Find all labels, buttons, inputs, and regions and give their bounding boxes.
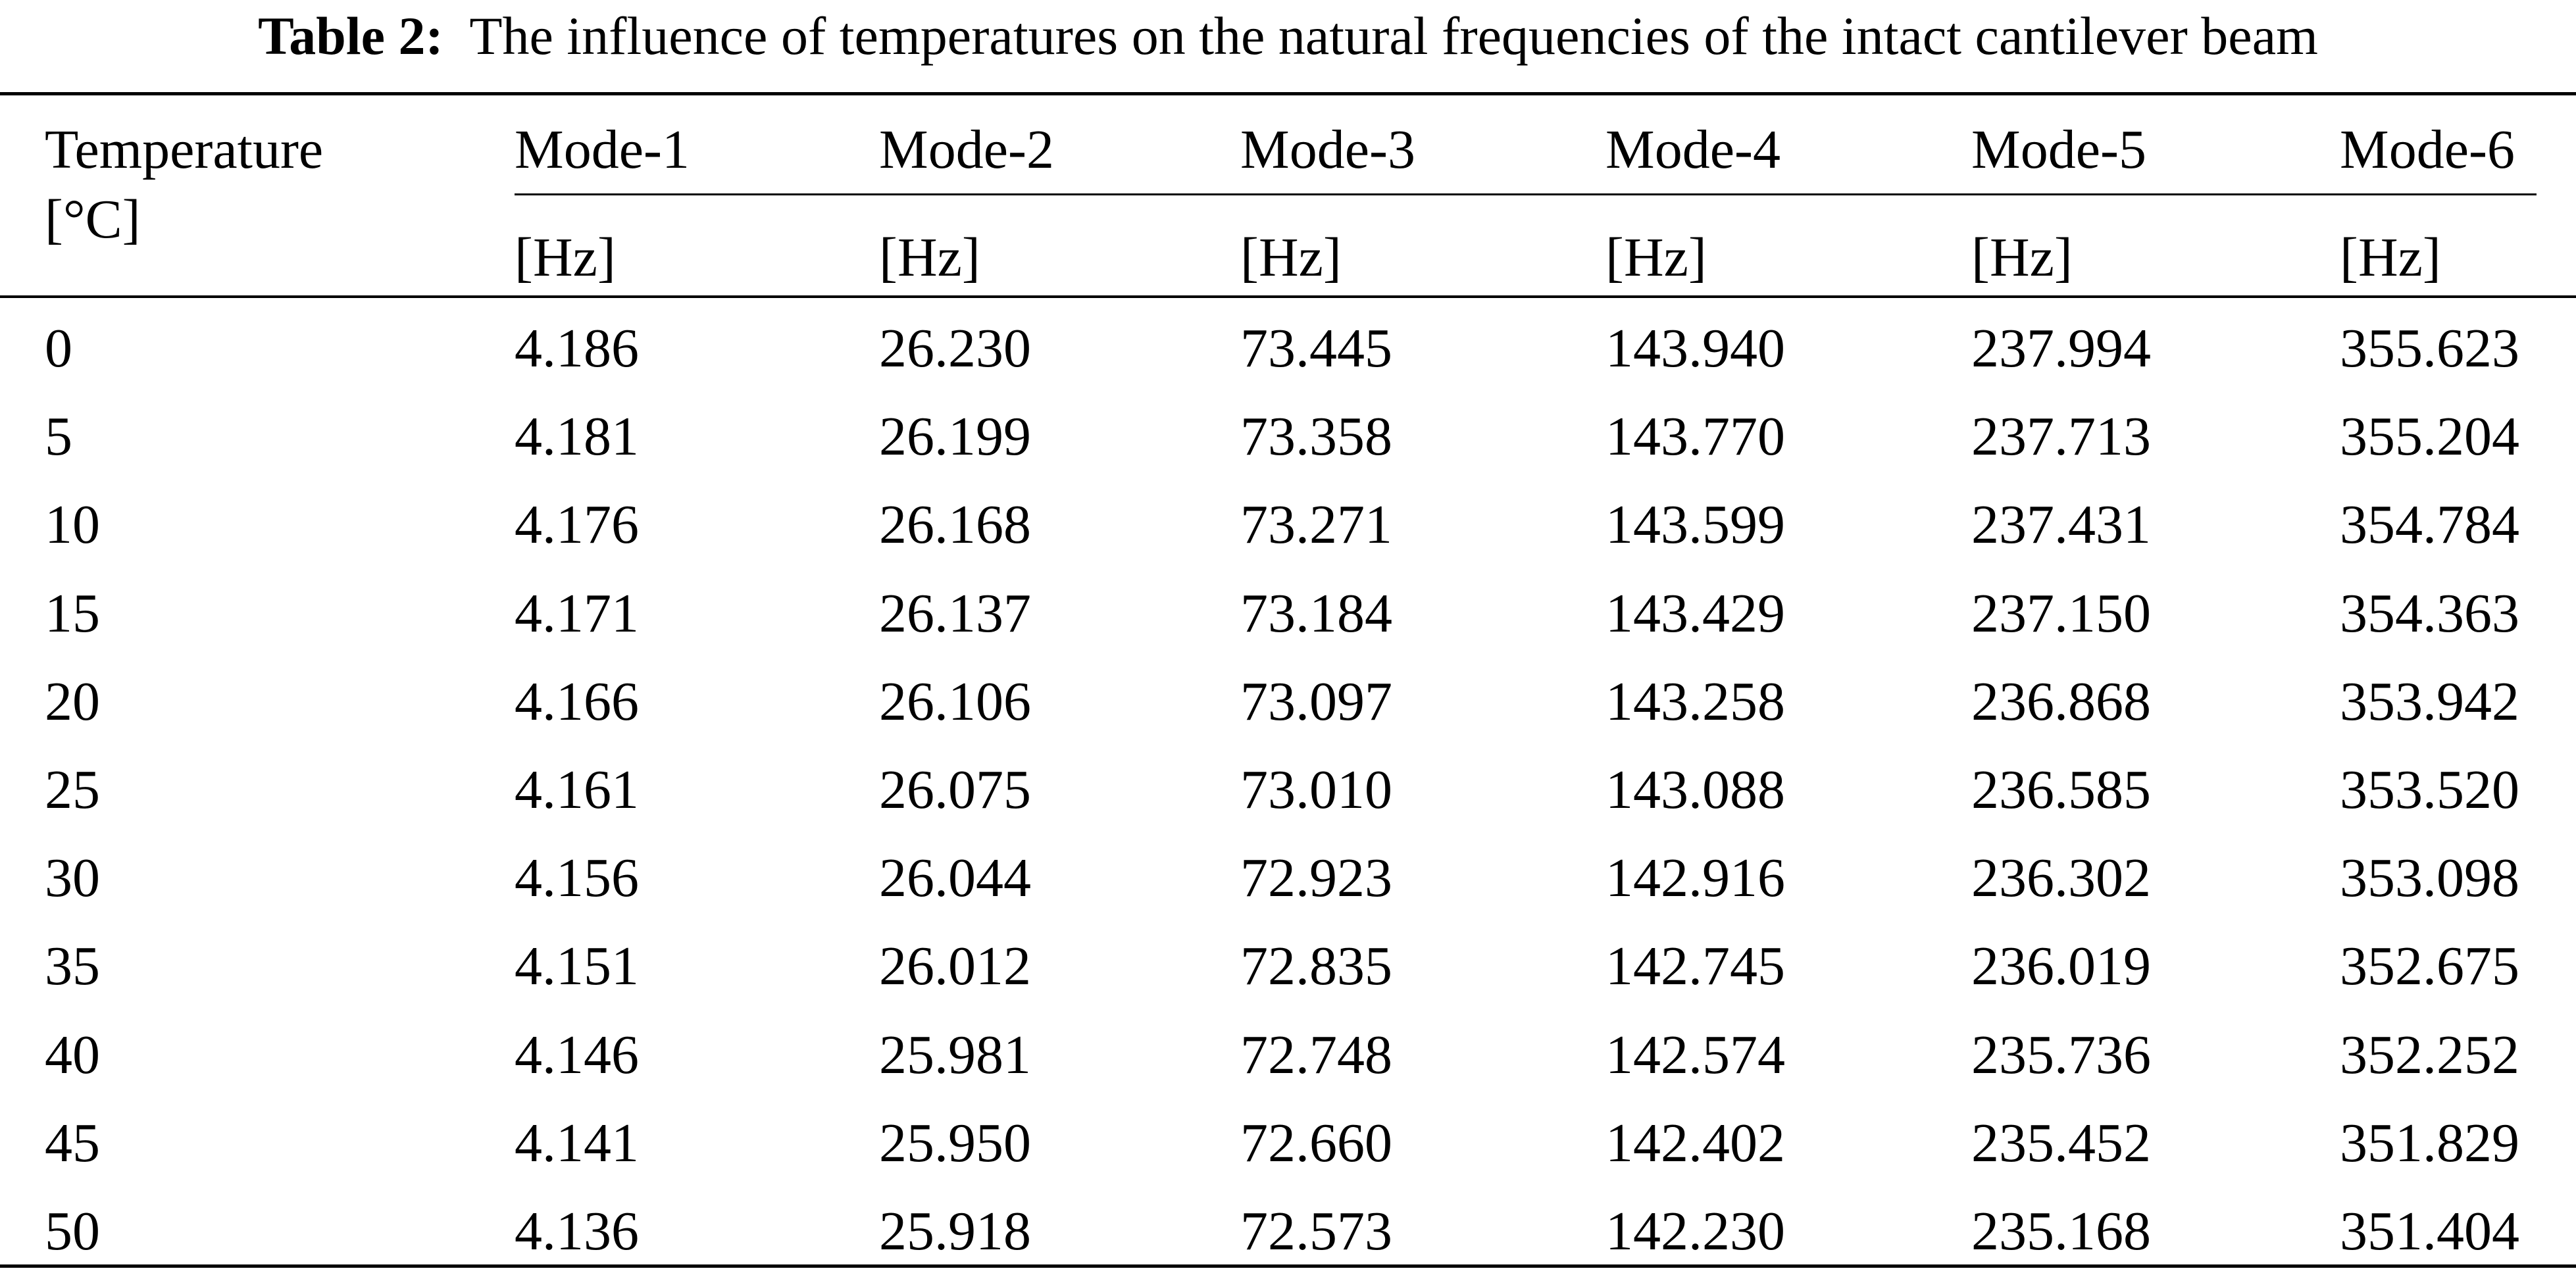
cell-mode-1: 4.141 bbox=[515, 1112, 639, 1174]
cell-mode-3: 72.660 bbox=[1240, 1112, 1392, 1174]
cell-mode-4: 143.429 bbox=[1605, 582, 1785, 644]
cell-mode-6: 352.252 bbox=[2340, 1024, 2519, 1086]
cell-mode-3: 73.445 bbox=[1240, 318, 1392, 379]
cell-mode-6: 353.520 bbox=[2340, 759, 2519, 820]
cell-mode-5: 237.431 bbox=[1971, 494, 2151, 556]
cell-mode-2: 26.044 bbox=[879, 847, 1031, 909]
cell-temperature: 40 bbox=[45, 1024, 100, 1086]
cell-temperature: 45 bbox=[45, 1112, 100, 1174]
cell-mode-4: 143.770 bbox=[1605, 406, 1785, 468]
cell-mode-4: 143.258 bbox=[1605, 670, 1785, 732]
cell-mode-1: 4.151 bbox=[515, 936, 639, 997]
cell-mode-1: 4.186 bbox=[515, 318, 639, 379]
cell-mode-2: 26.012 bbox=[879, 936, 1031, 997]
cell-mode-1: 4.166 bbox=[515, 670, 639, 732]
table-label: Table 2: bbox=[258, 6, 443, 66]
cell-mode-6: 354.784 bbox=[2340, 494, 2519, 556]
cell-mode-2: 26.137 bbox=[879, 582, 1031, 644]
cell-mode-1: 4.171 bbox=[515, 582, 639, 644]
cell-mode-1: 4.176 bbox=[515, 494, 639, 556]
cell-mode-2: 26.230 bbox=[879, 318, 1031, 379]
cell-mode-2: 25.981 bbox=[879, 1024, 1031, 1086]
header-mode-2-unit: [Hz] bbox=[879, 227, 980, 288]
cell-mode-3: 72.923 bbox=[1240, 847, 1392, 909]
cell-mode-6: 351.829 bbox=[2340, 1112, 2519, 1174]
cell-mode-6: 351.404 bbox=[2340, 1201, 2519, 1262]
cell-mode-6: 354.363 bbox=[2340, 582, 2519, 644]
cell-mode-4: 143.088 bbox=[1605, 759, 1785, 820]
cell-mode-2: 25.918 bbox=[879, 1201, 1031, 1262]
cell-mode-5: 237.150 bbox=[1971, 582, 2151, 644]
cell-mode-3: 72.748 bbox=[1240, 1024, 1392, 1086]
header-bottom-rule bbox=[0, 295, 2576, 298]
cell-mode-6: 353.098 bbox=[2340, 847, 2519, 909]
cell-mode-2: 26.106 bbox=[879, 670, 1031, 732]
mode-header-rule bbox=[515, 193, 2537, 195]
cell-mode-1: 4.161 bbox=[515, 759, 639, 820]
header-mode-3-name: Mode-3 bbox=[1240, 119, 1415, 180]
cell-mode-1: 4.146 bbox=[515, 1024, 639, 1086]
header-temperature: Temperature bbox=[45, 119, 324, 180]
cell-mode-1: 4.181 bbox=[515, 406, 639, 468]
cell-mode-5: 236.019 bbox=[1971, 936, 2151, 997]
header-mode-1-name: Mode-1 bbox=[515, 119, 690, 180]
header-mode-4-name: Mode-4 bbox=[1605, 119, 1780, 180]
cell-mode-4: 142.574 bbox=[1605, 1024, 1785, 1086]
cell-mode-4: 143.940 bbox=[1605, 318, 1785, 379]
cell-mode-1: 4.156 bbox=[515, 847, 639, 909]
cell-mode-1: 4.136 bbox=[515, 1201, 639, 1262]
cell-temperature: 25 bbox=[45, 759, 100, 820]
cell-mode-3: 72.835 bbox=[1240, 936, 1392, 997]
cell-temperature: 30 bbox=[45, 847, 100, 909]
cell-mode-6: 355.623 bbox=[2340, 318, 2519, 379]
top-rule bbox=[0, 92, 2576, 95]
table-caption: Table 2: The influence of temperatures o… bbox=[0, 4, 2576, 68]
cell-mode-4: 142.916 bbox=[1605, 847, 1785, 909]
header-mode-5-unit: [Hz] bbox=[1971, 227, 2073, 288]
cell-temperature: 0 bbox=[45, 318, 72, 379]
cell-mode-6: 355.204 bbox=[2340, 406, 2519, 468]
cell-mode-3: 73.010 bbox=[1240, 759, 1392, 820]
cell-mode-4: 142.745 bbox=[1605, 936, 1785, 997]
cell-mode-5: 236.302 bbox=[1971, 847, 2151, 909]
cell-mode-6: 353.942 bbox=[2340, 670, 2519, 732]
cell-mode-5: 235.452 bbox=[1971, 1112, 2151, 1174]
table-title: The influence of temperatures on the nat… bbox=[469, 6, 2318, 66]
cell-mode-4: 143.599 bbox=[1605, 494, 1785, 556]
header-mode-1-unit: [Hz] bbox=[515, 227, 616, 288]
cell-mode-2: 26.168 bbox=[879, 494, 1031, 556]
cell-mode-5: 235.168 bbox=[1971, 1201, 2151, 1262]
header-mode-6-unit: [Hz] bbox=[2340, 227, 2441, 288]
cell-mode-6: 352.675 bbox=[2340, 936, 2519, 997]
cell-mode-3: 72.573 bbox=[1240, 1201, 1392, 1262]
cell-mode-2: 25.950 bbox=[879, 1112, 1031, 1174]
cell-mode-4: 142.402 bbox=[1605, 1112, 1785, 1174]
header-mode-2-name: Mode-2 bbox=[879, 119, 1054, 180]
cell-mode-5: 236.868 bbox=[1971, 670, 2151, 732]
cell-mode-2: 26.199 bbox=[879, 406, 1031, 468]
cell-mode-5: 237.994 bbox=[1971, 318, 2151, 379]
cell-mode-5: 236.585 bbox=[1971, 759, 2151, 820]
cell-mode-3: 73.271 bbox=[1240, 494, 1392, 556]
header-temperature-unit: [°C] bbox=[45, 189, 141, 250]
header-mode-6-name: Mode-6 bbox=[2340, 119, 2515, 180]
header-mode-4-unit: [Hz] bbox=[1605, 227, 1707, 288]
cell-mode-3: 73.358 bbox=[1240, 406, 1392, 468]
cell-mode-4: 142.230 bbox=[1605, 1201, 1785, 1262]
cell-temperature: 5 bbox=[45, 406, 72, 468]
cell-temperature: 50 bbox=[45, 1201, 100, 1262]
cell-temperature: 15 bbox=[45, 582, 100, 644]
cell-mode-5: 237.713 bbox=[1971, 406, 2151, 468]
cell-mode-3: 73.097 bbox=[1240, 670, 1392, 732]
cell-mode-3: 73.184 bbox=[1240, 582, 1392, 644]
cell-temperature: 35 bbox=[45, 936, 100, 997]
cell-mode-2: 26.075 bbox=[879, 759, 1031, 820]
cell-temperature: 10 bbox=[45, 494, 100, 556]
header-mode-3-unit: [Hz] bbox=[1240, 227, 1342, 288]
cell-mode-5: 235.736 bbox=[1971, 1024, 2151, 1086]
bottom-rule bbox=[0, 1264, 2576, 1268]
cell-temperature: 20 bbox=[45, 670, 100, 732]
header-mode-5-name: Mode-5 bbox=[1971, 119, 2146, 180]
